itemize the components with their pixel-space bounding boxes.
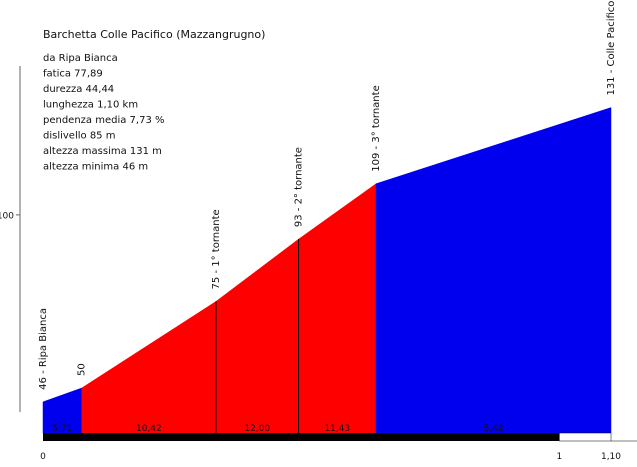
point-label: 131 - Colle Pacifico bbox=[606, 1, 617, 96]
distance-bar-remainder bbox=[559, 432, 612, 442]
info-line: altezza minima 46 m bbox=[43, 162, 148, 173]
gradient-label: 5,71 bbox=[52, 424, 72, 434]
info-line: durezza 44,44 bbox=[43, 84, 114, 95]
info-line: fatica 77,89 bbox=[43, 69, 103, 80]
profile-segment bbox=[215, 238, 299, 434]
info-line: altezza massima 131 m bbox=[43, 146, 162, 157]
gradient-labels: 5,71 10,42 12,00 11,43 5,42 bbox=[52, 424, 503, 434]
chart-title: Barchetta Colle Pacifico (Mazzangrugno) bbox=[43, 28, 265, 41]
segment-dividers bbox=[215, 239, 300, 433]
gradient-label: 11,43 bbox=[324, 424, 350, 434]
point-label: 46 - Ripa Bianca bbox=[38, 308, 49, 390]
profile-segments bbox=[42, 107, 612, 434]
x-tick-label: 0 bbox=[40, 452, 46, 462]
x-axis-ticks: 0 1 1,10 bbox=[40, 452, 621, 462]
profile-segment bbox=[375, 107, 612, 434]
point-label: 75 - 1° tornante bbox=[211, 209, 222, 289]
info-line: da Ripa Bianca bbox=[43, 53, 118, 64]
point-label: 50 bbox=[77, 363, 88, 376]
y-tick-label: 100 bbox=[0, 211, 14, 221]
info-panel: da Ripa Bianca fatica 77,89 durezza 44,44 l… bbox=[43, 53, 165, 173]
gradient-label: 12,00 bbox=[244, 424, 270, 434]
y-axis-ticks: 100 bbox=[0, 211, 20, 221]
info-line: pendenza media 7,73 % bbox=[43, 115, 165, 126]
profile-segment bbox=[81, 300, 217, 434]
x-tick-label: 1,10 bbox=[601, 452, 621, 462]
gradient-label: 10,42 bbox=[136, 424, 162, 434]
info-line: dislivello 85 m bbox=[43, 131, 115, 142]
point-label: 109 - 3° tornante bbox=[371, 85, 382, 171]
profile-segment bbox=[298, 183, 377, 434]
gradient-label: 5,42 bbox=[484, 424, 504, 434]
point-labels: 46 - Ripa Bianca 50 75 - 1° tornante 93 - 2… bbox=[38, 1, 617, 390]
distance-bar bbox=[43, 432, 637, 442]
point-label: 93 - 2° tornante bbox=[294, 147, 305, 227]
distance-bar-km bbox=[43, 433, 560, 441]
info-line: lunghezza 1,10 km bbox=[43, 100, 138, 111]
x-tick-label: 1 bbox=[556, 452, 562, 462]
